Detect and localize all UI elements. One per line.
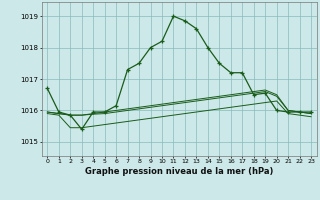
- X-axis label: Graphe pression niveau de la mer (hPa): Graphe pression niveau de la mer (hPa): [85, 167, 273, 176]
